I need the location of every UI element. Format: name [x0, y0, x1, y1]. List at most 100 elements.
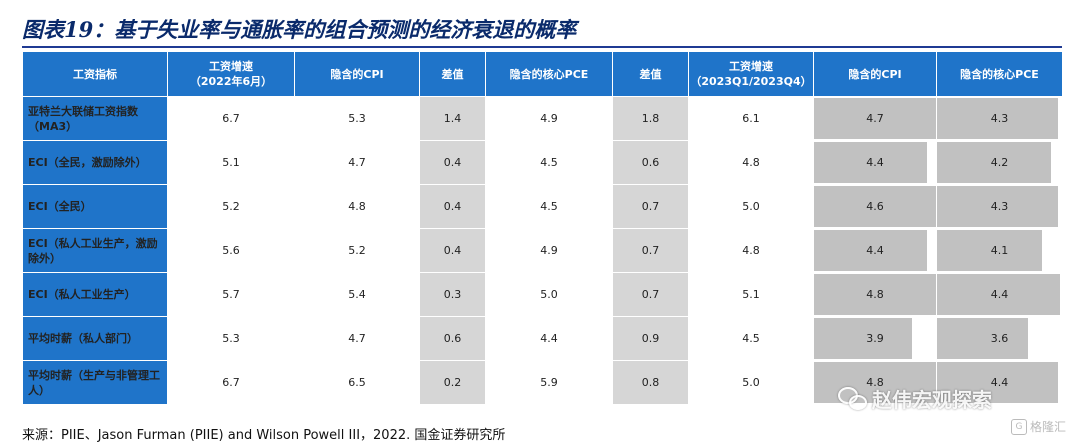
value-cell: 5.0: [688, 360, 814, 405]
projection-cell: 4.4: [813, 140, 937, 185]
table-row: 亚特兰大联储工资指数（MA3） 6.7 5.3 1.4 4.9 1.8 6.1 4.7 4.3: [22, 96, 1063, 141]
diff-cell: 0.7: [612, 228, 689, 273]
projection-cell: 4.3: [936, 96, 1063, 141]
value-cell: 5.1: [167, 140, 295, 185]
projection-value: 4.6: [866, 200, 884, 213]
projection-value: 4.4: [866, 244, 884, 257]
projection-value: 4.8: [866, 376, 884, 389]
page-title: 图表19：基于失业率与通胀率的组合预测的经济衰退的概率: [22, 17, 577, 42]
row-label: ECI（私人工业生产）: [22, 272, 168, 317]
header-cell: 工资指标: [22, 51, 168, 97]
corner-mark-text: 格隆汇: [1029, 420, 1066, 434]
value-cell: 4.7: [294, 140, 420, 185]
projection-bar: [814, 98, 936, 139]
projection-value: 4.4: [866, 156, 884, 169]
diff-cell: 1.8: [612, 96, 689, 141]
value-cell: 5.2: [167, 184, 295, 229]
value-cell: 4.8: [688, 228, 814, 273]
projection-value: 4.4: [990, 376, 1009, 389]
table-row: ECI（私人工业生产） 5.7 5.4 0.3 5.0 0.7 5.1 4.8 4.4: [22, 272, 1063, 317]
row-label: ECI（全民）: [22, 184, 168, 229]
value-cell: 4.9: [485, 228, 613, 273]
value-cell: 4.5: [485, 184, 613, 229]
value-cell: 5.2: [294, 228, 420, 273]
projection-cell: 4.8: [813, 272, 937, 317]
row-label: 平均时薪（私人部门）: [22, 316, 168, 361]
diff-cell: 0.8: [612, 360, 689, 405]
header-cell: 隐含的CPI: [813, 51, 937, 97]
table-row: 平均时薪（生产与非管理工人） 6.7 6.5 0.2 5.9 0.8 5.0 4.8 4.4: [22, 360, 1063, 405]
value-cell: 6.7: [167, 360, 295, 405]
projection-cell: 4.7: [813, 96, 937, 141]
row-label: 平均时薪（生产与非管理工人）: [22, 360, 168, 405]
projection-cell: 4.8: [813, 360, 937, 405]
header-cell: 差值: [419, 51, 486, 97]
projection-cell: 4.2: [936, 140, 1063, 185]
projection-cell: 4.6: [813, 184, 937, 229]
projection-bar: [937, 230, 1042, 271]
value-cell: 5.6: [167, 228, 295, 273]
value-cell: 6.5: [294, 360, 420, 405]
projection-cell: 4.4: [936, 272, 1063, 317]
diff-cell: 0.7: [612, 272, 689, 317]
value-cell: 5.1: [688, 272, 814, 317]
value-cell: 4.8: [688, 140, 814, 185]
diff-cell: 0.9: [612, 316, 689, 361]
projection-value: 3.9: [866, 332, 884, 345]
projection-cell: 4.4: [936, 360, 1063, 405]
source-note: 来源：PIIE、Jason Furman (PIIE) and Wilson P…: [22, 428, 506, 443]
projection-bar: [937, 186, 1059, 227]
projection-value: 3.6: [990, 332, 1009, 345]
projection-bar: [937, 98, 1059, 139]
projection-value: 4.3: [990, 200, 1009, 213]
row-label: ECI（私人工业生产，激励除外）: [22, 228, 168, 273]
value-cell: 4.9: [485, 96, 613, 141]
projection-cell: 3.6: [936, 316, 1063, 361]
value-cell: 5.4: [294, 272, 420, 317]
value-cell: 6.1: [688, 96, 814, 141]
projection-cell: 4.4: [813, 228, 937, 273]
projection-bar: [814, 362, 936, 403]
watermark-text: 赵伟宏观探索: [872, 387, 992, 412]
projection-value: 4.4: [990, 288, 1009, 301]
table-row: 平均时薪（私人部门） 5.3 4.7 0.6 4.4 0.9 4.5 3.9 3.6: [22, 316, 1063, 361]
value-cell: 5.0: [688, 184, 814, 229]
projection-value: 4.3: [990, 112, 1009, 125]
value-cell: 5.3: [167, 316, 295, 361]
value-cell: 4.5: [688, 316, 814, 361]
title-underline: [22, 46, 1062, 48]
header-cell: 隐含的核心PCE: [936, 51, 1063, 97]
projection-bar: [937, 274, 1060, 315]
projection-cell: 4.3: [936, 184, 1063, 229]
diff-cell: 0.4: [419, 228, 486, 273]
table-row: ECI（私人工业生产，激励除外） 5.6 5.2 0.4 4.9 0.7 4.8 4.4 4.1: [22, 228, 1063, 273]
diff-cell: 1.4: [419, 96, 486, 141]
header-row: 工资指标 工资增速 （2022年6月） 隐含的CPI 差值 隐含的核心PCE 差值 工资增速（…: [22, 51, 1063, 97]
projection-bar: [937, 142, 1051, 183]
projection-bar: [814, 186, 936, 227]
value-cell: 5.9: [485, 360, 613, 405]
gelonghui-logo-icon: G: [1010, 418, 1027, 435]
header-cell: 工资增速 （2022年6月）: [167, 51, 295, 97]
table-row: ECI（全民） 5.2 4.8 0.4 4.5 0.7 5.0 4.6 4.3: [22, 184, 1063, 229]
value-cell: 4.8: [294, 184, 420, 229]
projection-bar: [814, 230, 928, 271]
value-cell: 4.4: [485, 316, 613, 361]
projection-value: 4.2: [990, 156, 1009, 169]
header-cell: 工资增速 （2023Q1/2023Q4）: [688, 51, 814, 97]
diff-cell: 0.4: [419, 184, 486, 229]
projection-bar: [814, 318, 912, 359]
header-cell: 隐含的核心PCE: [485, 51, 613, 97]
value-cell: 5.3: [294, 96, 420, 141]
wechat-icon: [838, 387, 867, 410]
corner-mark: G 格隆汇: [1010, 418, 1066, 435]
row-label: ECI（全民，激励除外）: [22, 140, 168, 185]
diff-cell: 0.6: [612, 140, 689, 185]
diff-cell: 0.4: [419, 140, 486, 185]
diff-cell: 0.6: [419, 316, 486, 361]
diff-cell: 0.7: [612, 184, 689, 229]
diff-cell: 0.2: [419, 360, 486, 405]
data-table: 工资指标 工资增速 （2022年6月） 隐含的CPI 差值 隐含的核心PCE 差值 工资增速（…: [22, 51, 1063, 405]
watermark: 赵伟宏观探索: [838, 380, 992, 416]
row-label: 亚特兰大联储工资指数（MA3）: [22, 96, 168, 141]
